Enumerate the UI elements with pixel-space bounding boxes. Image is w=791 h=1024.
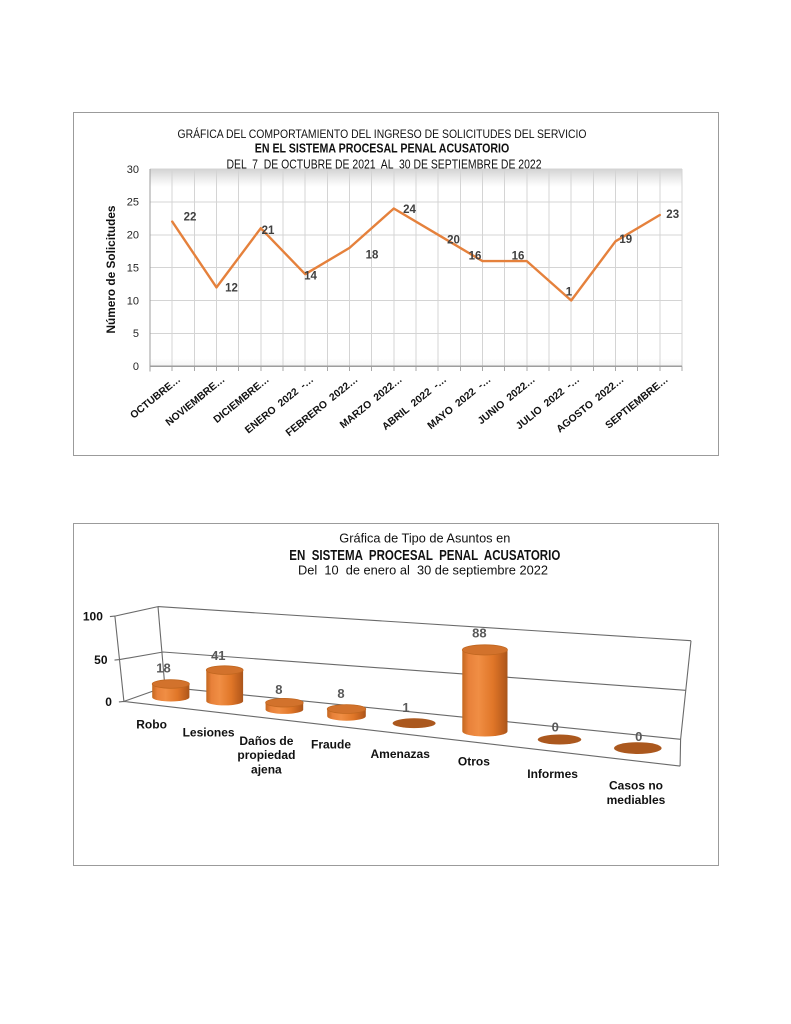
svg-text:Amenazas: Amenazas [371,747,431,761]
svg-text:19: 19 [619,234,632,246]
svg-text:DEL 7 DE OCTUBRE DE 2021 AL: DEL 7 DE OCTUBRE DE 2021 AL 30 DE SEPTIE… [227,157,542,171]
svg-text:EN SISTEMA PROCESAL PENAL: EN SISTEMA PROCESAL PENAL ACUSATORIO [289,548,560,564]
svg-text:GRÁFICA DEL COMPORTAMIENTO DEL: GRÁFICA DEL COMPORTAMIENTO DEL INGRESO D… [178,126,587,141]
svg-text:ajena: ajena [251,763,282,777]
svg-text:0: 0 [552,719,559,734]
svg-text:8: 8 [275,682,282,697]
svg-text:Gráfica de Tipo de Asuntos en: Gráfica de Tipo de Asuntos en [339,532,510,546]
svg-text:Lesiones: Lesiones [183,726,235,740]
svg-text:1: 1 [402,700,409,715]
svg-text:88: 88 [472,626,486,641]
svg-text:Daños de: Daños de [239,734,293,748]
svg-text:23: 23 [666,209,679,221]
svg-text:0: 0 [105,695,112,709]
svg-text:FEBRERO 2022…: FEBRERO 2022… [284,374,360,439]
svg-text:41: 41 [211,648,225,663]
svg-text:mediables: mediables [607,793,666,807]
svg-text:propiedad: propiedad [237,748,295,762]
svg-text:16: 16 [512,250,525,262]
svg-text:Del 10 de enero al 30 de se: Del 10 de enero al 30 de septiembre 2022 [298,564,548,578]
svg-text:EN EL SISTEMA PROCESAL PENAL A: EN EL SISTEMA PROCESAL PENAL ACUSATORIO [255,140,510,155]
svg-text:14: 14 [304,270,317,282]
svg-text:15: 15 [127,262,139,274]
svg-text:20: 20 [127,229,139,241]
svg-text:16: 16 [469,250,482,262]
svg-text:30: 30 [127,163,139,175]
svg-text:8: 8 [337,686,344,701]
svg-text:18: 18 [156,661,170,676]
svg-text:Otros: Otros [458,755,490,769]
svg-text:0: 0 [133,361,139,373]
svg-text:Fraude: Fraude [311,738,351,752]
svg-text:10: 10 [127,295,139,307]
svg-text:50: 50 [94,653,108,667]
svg-text:Robo: Robo [136,717,167,731]
svg-text:18: 18 [366,249,379,261]
svg-text:1: 1 [566,286,573,298]
svg-text:Número de Solicitudes: Número de Solicitudes [104,205,118,333]
svg-text:100: 100 [83,610,103,624]
svg-text:Informes: Informes [527,767,578,781]
svg-text:12: 12 [225,282,238,294]
svg-text:24: 24 [403,204,416,216]
svg-text:25: 25 [127,196,139,208]
svg-text:22: 22 [184,211,197,223]
svg-text:Casos no: Casos no [609,779,663,793]
svg-text:5: 5 [133,328,139,340]
svg-text:21: 21 [262,225,275,237]
svg-text:0: 0 [635,729,642,744]
svg-text:20: 20 [447,234,460,246]
